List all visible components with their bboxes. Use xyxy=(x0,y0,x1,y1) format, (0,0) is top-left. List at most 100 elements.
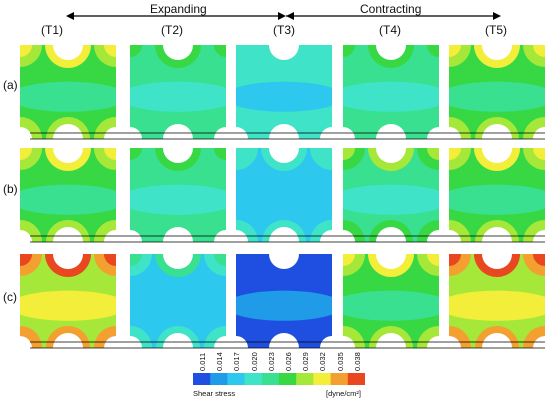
top-hole xyxy=(269,45,299,60)
corner-accent xyxy=(320,148,332,160)
corner-accent xyxy=(533,254,545,266)
column-label-t1: (T1) xyxy=(41,23,63,37)
bottom-hole xyxy=(269,227,299,242)
top-hole xyxy=(376,45,406,60)
contour-panel-2-5 xyxy=(449,148,545,242)
top-hole xyxy=(163,148,193,163)
bottom-hole xyxy=(53,227,83,242)
top-hole xyxy=(376,148,406,163)
contour-panel-1-2 xyxy=(130,45,226,139)
corner-accent xyxy=(214,45,226,57)
legend-title: Shear stress xyxy=(193,389,236,398)
corner-accent xyxy=(343,148,355,160)
corner-accent xyxy=(236,254,248,266)
bottom-hole xyxy=(376,124,406,139)
bottom-hole xyxy=(269,333,299,348)
bottom-hole xyxy=(163,333,193,348)
expanding-arrow-right-head xyxy=(278,12,286,20)
bottom-hole xyxy=(53,333,83,348)
panel-mid-band xyxy=(236,290,332,321)
phase-contracting-label: Contracting xyxy=(360,2,422,16)
row-label-b: (b) xyxy=(3,182,18,196)
panel-mid-band xyxy=(236,81,332,112)
legend-swatch-2 xyxy=(210,373,228,385)
column-label-t5: (T5) xyxy=(485,23,507,37)
top-hole xyxy=(269,254,299,269)
phase-arrows xyxy=(66,12,501,20)
column-label-t4: (T4) xyxy=(379,23,401,37)
corner-accent xyxy=(449,45,461,57)
legend-unit: [dyne/cm²] xyxy=(326,389,362,398)
contour-panel-3-5 xyxy=(449,254,545,348)
expanding-arrow-left-head xyxy=(66,12,74,20)
legend-tick-label: 0.038 xyxy=(352,352,362,371)
corner-accent xyxy=(449,254,461,266)
contracting-arrow-left-head xyxy=(286,12,294,20)
corner-accent xyxy=(449,148,461,160)
top-hole xyxy=(269,148,299,163)
bottom-hole xyxy=(482,124,512,139)
corner-cut xyxy=(20,230,32,242)
legend-tick-label: 0.017 xyxy=(232,352,242,371)
contour-panel-2-2 xyxy=(130,148,226,242)
contour-panel-1-1 xyxy=(20,45,116,139)
corner-accent xyxy=(104,254,116,266)
bottom-hole xyxy=(163,124,193,139)
corner-accent xyxy=(343,254,355,266)
legend-swatch-5 xyxy=(261,373,280,385)
corner-accent xyxy=(130,45,142,57)
bottom-hole xyxy=(163,227,193,242)
corner-accent xyxy=(236,45,248,57)
contour-panel-3-2 xyxy=(130,254,226,348)
row-label-a: (a) xyxy=(3,78,18,92)
panel-mid-band xyxy=(20,290,116,321)
top-hole xyxy=(163,254,193,269)
contour-panel-2-1 xyxy=(20,148,116,242)
corner-accent xyxy=(427,45,439,57)
corner-accent xyxy=(427,254,439,266)
panel-mid-band xyxy=(20,81,116,112)
top-hole xyxy=(376,254,406,269)
top-hole xyxy=(53,254,83,269)
corner-accent xyxy=(20,45,32,57)
legend-swatch-9 xyxy=(330,373,349,385)
contour-panel-2-4 xyxy=(343,148,439,242)
legend-tick-label: 0.029 xyxy=(301,352,311,371)
bottom-hole xyxy=(376,333,406,348)
legend-swatch-7 xyxy=(296,373,314,385)
corner-accent xyxy=(20,148,32,160)
corner-accent xyxy=(214,148,226,160)
bottom-hole xyxy=(376,227,406,242)
legend-tick-label: 0.014 xyxy=(215,352,225,371)
top-hole xyxy=(482,148,512,163)
bottom-hole xyxy=(482,333,512,348)
panel-mid-band xyxy=(449,81,545,112)
panel-mid-band xyxy=(449,184,545,215)
panel-mid-band xyxy=(130,81,226,112)
corner-accent xyxy=(320,254,332,266)
corner-accent xyxy=(130,254,142,266)
corner-accent xyxy=(236,148,248,160)
corner-accent xyxy=(20,254,32,266)
legend-tick-label: 0.032 xyxy=(318,352,328,371)
corner-accent xyxy=(343,45,355,57)
column-label-t3: (T3) xyxy=(273,23,295,37)
panel-mid-band xyxy=(130,184,226,215)
contour-panel-2-3 xyxy=(236,148,332,242)
contracting-arrow-right-head xyxy=(493,12,501,20)
panel-mid-band xyxy=(343,81,439,112)
legend-tick-label: 0.023 xyxy=(266,352,276,371)
legend-colorbar xyxy=(193,373,365,385)
legend-swatch-3 xyxy=(227,373,245,385)
legend-tick-label: 0.020 xyxy=(249,352,259,371)
legend-swatch-4 xyxy=(244,373,263,385)
panel-mid-band xyxy=(343,184,439,215)
legend-swatch-1 xyxy=(193,373,211,385)
panel-mid-band xyxy=(236,184,332,215)
top-hole xyxy=(482,45,512,60)
corner-accent xyxy=(533,148,545,160)
bottom-hole xyxy=(53,124,83,139)
panel-mid-band xyxy=(449,290,545,321)
corner-cut xyxy=(20,336,32,348)
